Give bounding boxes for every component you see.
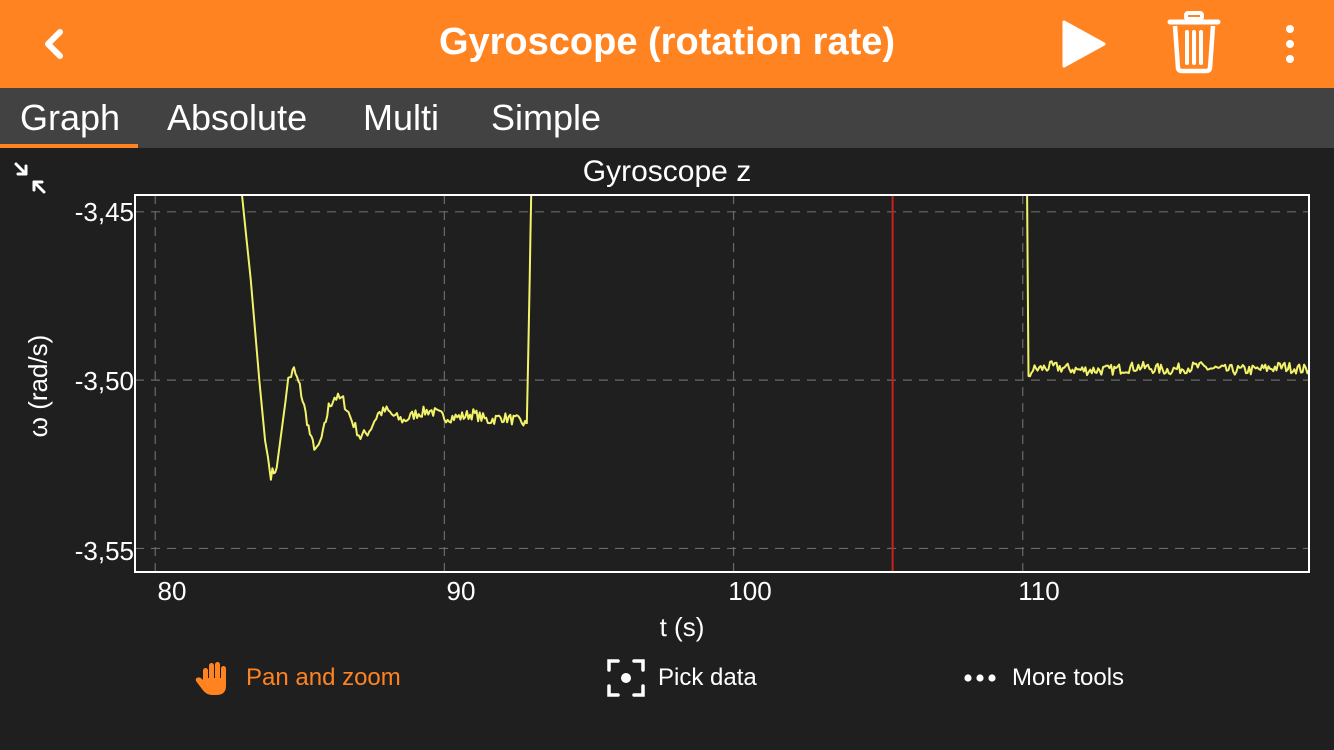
chevron-left-icon — [45, 29, 63, 59]
pick-data-tool[interactable]: Pick data — [606, 652, 757, 704]
play-icon — [1062, 20, 1106, 68]
tab-graph[interactable]: Graph — [0, 88, 139, 148]
more-tools-button[interactable]: More tools — [962, 652, 1124, 704]
hand-icon — [195, 662, 226, 695]
delete-button[interactable] — [1164, 10, 1224, 74]
x-tick-label: 100 — [728, 576, 772, 606]
collapse-arrows-icon — [14, 162, 46, 194]
more-tools-label: More tools — [1012, 664, 1125, 691]
pick-data-label: Pick data — [658, 664, 757, 691]
x-tick-label: 110 — [1018, 576, 1060, 606]
y-tick-label: -3,45 — [74, 197, 134, 227]
tab-bar: Graph Absolute Multi Simple — [0, 88, 1334, 148]
y-tick-label: -3,50 — [74, 366, 134, 396]
tab-simple[interactable]: Simple — [491, 97, 602, 138]
collapse-graph-button[interactable] — [12, 160, 48, 196]
more-horizontal-icon — [964, 674, 996, 682]
pan-zoom-tool[interactable]: Pan and zoom — [194, 652, 401, 704]
series-line — [1026, 195, 1309, 378]
x-tick-label: 80 — [157, 576, 187, 606]
tab-absolute[interactable]: Absolute — [167, 97, 308, 138]
graph-title: Gyroscope z — [582, 155, 752, 188]
play-button[interactable] — [1056, 18, 1108, 70]
back-button[interactable] — [30, 22, 78, 66]
y-tick-label: -3,55 — [74, 536, 134, 566]
series-line — [241, 195, 528, 481]
pick-target-icon — [607, 659, 645, 697]
pan-zoom-label: Pan and zoom — [246, 664, 401, 691]
trash-icon — [1167, 11, 1221, 74]
overflow-menu-button[interactable] — [1274, 20, 1306, 68]
tab-multi[interactable]: Multi — [363, 97, 440, 138]
x-tick-label: 90 — [446, 576, 476, 606]
plot-frame — [134, 194, 1310, 573]
series-line — [525, 195, 533, 424]
more-vertical-icon — [1286, 25, 1294, 63]
x-axis-label: t (s) — [659, 612, 705, 642]
